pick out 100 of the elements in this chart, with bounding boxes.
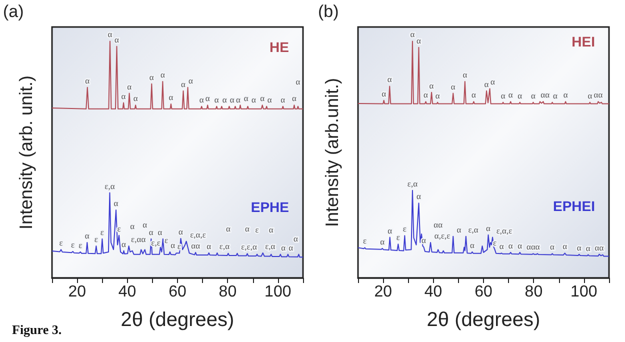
annotation: α — [508, 90, 514, 100]
annotation: αα — [434, 220, 444, 230]
text: EPHE — [250, 199, 289, 216]
annotation: ε — [59, 238, 64, 248]
annotation: ε — [255, 224, 260, 234]
annotation: α — [205, 93, 210, 104]
annotation: α — [294, 233, 299, 244]
annotation: ε — [396, 232, 400, 242]
annotation: α — [518, 90, 523, 100]
annotation: ε,αα — [131, 234, 146, 244]
annotation: ε — [100, 226, 104, 237]
annotation: α — [121, 90, 126, 101]
annotation: αα — [594, 90, 604, 100]
annotation: α — [148, 226, 154, 237]
annotation: α — [114, 34, 120, 44]
annotation: ε — [78, 240, 83, 250]
y-axis-title: Intensity (arb. unit.) — [16, 75, 36, 230]
annotation: α — [260, 93, 266, 104]
annotation: α — [387, 74, 392, 84]
x-tick-label: 40 — [424, 284, 442, 300]
annotation: α — [416, 35, 422, 46]
annotation: α — [230, 94, 235, 104]
annotation: α — [206, 240, 212, 251]
annotation: α — [424, 90, 429, 100]
annotation: α — [588, 90, 593, 100]
annotation: α — [380, 236, 386, 246]
annotation: α — [296, 76, 301, 86]
text: EPHEI — [552, 198, 595, 214]
annotation: α — [158, 226, 163, 237]
annotation: α — [563, 90, 568, 100]
x-tick-label: 40 — [118, 284, 136, 300]
annotation: ε,α,ε — [496, 225, 513, 236]
annotation: α — [490, 76, 496, 87]
annotation: α — [268, 224, 274, 234]
annotation: α — [188, 75, 194, 86]
annotation: ε — [117, 223, 122, 234]
annotation: α — [226, 223, 231, 234]
annotation: α — [181, 78, 186, 89]
annotation: α — [586, 242, 591, 253]
annotation: ε — [71, 239, 76, 250]
annotation: ε — [164, 235, 169, 246]
x-tick-label: 100 — [570, 284, 598, 300]
annotation: α — [214, 94, 220, 104]
annotation: α — [576, 242, 582, 252]
annotation: α — [456, 224, 462, 234]
annotation: α — [133, 93, 138, 104]
annotation: ε,α — [219, 240, 230, 251]
annotation: α — [429, 80, 434, 90]
annotation: αα — [540, 90, 550, 100]
annotation: ε — [362, 236, 367, 246]
annotation: α — [471, 90, 476, 100]
annotation: α — [484, 78, 490, 89]
x-axis-title: 2θ (degrees) — [426, 309, 540, 331]
annotation: α — [114, 198, 119, 208]
annotation: α — [435, 90, 440, 100]
annotation: α,ε,ε — [434, 230, 451, 240]
y-axis-title: Intensity (arb.unit.) — [322, 78, 342, 228]
text: HE — [270, 38, 289, 55]
annotation: α — [388, 225, 393, 236]
annotation: α — [486, 222, 492, 233]
annotation: ε,α — [265, 240, 276, 251]
annotation: α — [562, 241, 568, 252]
annotation: ε,ε,α — [241, 241, 258, 252]
annotation: α — [518, 240, 523, 250]
annotation: α — [530, 90, 536, 100]
annotation: α — [199, 94, 204, 104]
x-tick-label: 100 — [264, 284, 292, 300]
annotation: α — [245, 224, 250, 234]
chart-title: (b) — [318, 2, 339, 21]
annotation: α — [122, 238, 127, 249]
x-axis-title: 2θ (degrees) — [120, 309, 234, 331]
annotation: α — [130, 220, 136, 231]
annotation: α — [222, 94, 228, 104]
x-tick-label: 20 — [374, 284, 392, 300]
annotation: α — [500, 90, 506, 100]
annotation: α — [410, 29, 416, 40]
annotation: ε,α — [407, 178, 418, 188]
annotation: α — [108, 29, 113, 40]
annotation: ααα — [526, 242, 540, 252]
annotation: α — [127, 81, 132, 92]
annotation: α — [149, 72, 154, 82]
annotation: α — [292, 93, 297, 104]
text: HEI — [572, 34, 595, 50]
x-tick-label: 20 — [68, 284, 86, 300]
annotation: α — [281, 242, 286, 252]
x-tick-label: 60 — [168, 284, 186, 300]
annotation: α — [168, 92, 174, 102]
annotation: α — [267, 94, 272, 104]
annotation: α — [160, 69, 166, 80]
annotation: α — [382, 88, 387, 98]
annotation: α — [450, 81, 456, 92]
annotation: α — [178, 226, 184, 236]
annotation: αα — [594, 242, 604, 252]
caption: Figure 3. — [12, 322, 62, 337]
annotation: ε,α,ε — [190, 229, 206, 240]
annotation: α — [170, 240, 176, 250]
annotation: α — [416, 191, 422, 202]
chart-title: (a) — [3, 2, 24, 21]
annotation: ε — [402, 224, 407, 234]
annotation: α — [236, 94, 241, 104]
